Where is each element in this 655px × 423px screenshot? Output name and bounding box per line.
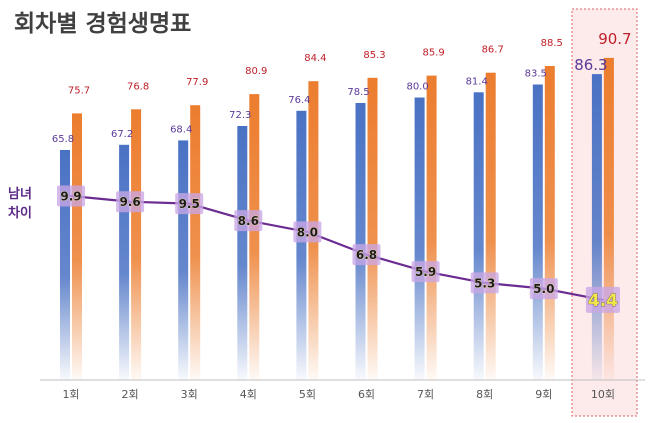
gap-data-label: 9.6 (119, 195, 140, 209)
data-label-female: 77.9 (186, 77, 208, 88)
gap-series-label-line2: 차이 (8, 205, 32, 221)
bar-female (544, 66, 555, 380)
x-tick-label: 4회 (240, 388, 257, 401)
data-label-male: 86.3 (574, 56, 607, 74)
x-tick-label: 3회 (181, 388, 198, 401)
gap-data-label: 9.5 (179, 197, 200, 211)
data-label-male: 67.2 (111, 129, 133, 140)
bar-female (367, 77, 378, 380)
bar-female (249, 94, 260, 380)
data-label-female: 88.5 (541, 38, 563, 49)
data-label-male: 83.5 (525, 69, 547, 80)
data-label-male: 65.8 (52, 134, 74, 145)
bar-male (532, 84, 543, 380)
bar-male (60, 150, 70, 380)
data-label-female: 80.9 (245, 66, 267, 77)
gap-data-label: 5.3 (474, 276, 495, 290)
x-tick-label: 5회 (299, 388, 316, 401)
bar-male (473, 92, 484, 381)
gap-label-box (175, 193, 204, 215)
gap-label-box (234, 210, 263, 232)
x-tick-label: 9회 (535, 388, 552, 401)
bar-male (237, 126, 248, 381)
data-label-female: 85.3 (363, 50, 385, 61)
data-label-female: 76.8 (127, 81, 149, 92)
gap-data-label: 6.8 (356, 248, 377, 262)
bar-female (72, 113, 82, 381)
x-tick-label: 7회 (417, 388, 434, 401)
bar-male (178, 140, 189, 380)
data-label-male: 76.4 (288, 95, 310, 106)
x-tick-label: 6회 (358, 388, 375, 401)
bar-female (131, 109, 142, 381)
chart-title: 회차별 경험생명표 (14, 11, 191, 37)
gap-data-label: 4.4 (588, 291, 618, 311)
gap-label-box (57, 185, 85, 207)
bar-male (591, 74, 602, 380)
gap-data-label: 8.0 (297, 225, 318, 239)
bar-male (296, 110, 307, 381)
gap-series-label-line1: 남녀 (8, 186, 32, 202)
bar-male (414, 97, 425, 380)
gap-data-label: 9.9 (60, 190, 81, 204)
data-label-female: 90.7 (598, 30, 631, 48)
gap-data-label: 5.9 (415, 265, 436, 279)
gap-data-label: 8.6 (238, 214, 259, 228)
gap-line (69, 194, 605, 301)
data-label-male: 80.0 (406, 82, 428, 93)
x-tick-label: 10회 (591, 388, 615, 401)
gap-label-box (470, 272, 499, 294)
x-tick-label: 2회 (122, 388, 139, 401)
data-label-female: 84.4 (304, 53, 326, 64)
data-label-female: 85.9 (422, 48, 444, 59)
x-tick-label: 8회 (476, 388, 493, 401)
data-label-male: 78.5 (347, 87, 369, 98)
data-label-female: 75.7 (68, 85, 90, 96)
bar-male (355, 103, 366, 380)
gap-label-box (293, 221, 322, 243)
bar-female (190, 105, 201, 380)
gap-label-box (529, 278, 558, 300)
data-label-male: 81.4 (466, 76, 488, 87)
bar-female (485, 72, 496, 380)
gap-label-box (585, 286, 620, 313)
data-label-female: 86.7 (482, 45, 504, 56)
bar-male (119, 144, 130, 380)
gap-label-box (352, 244, 381, 266)
gap-label-box (411, 261, 440, 283)
gap-data-label: 5.0 (533, 282, 554, 296)
bar-female (603, 57, 614, 381)
gap-label-box (116, 191, 145, 213)
data-label-male: 72.3 (229, 110, 251, 121)
bar-female (426, 75, 437, 380)
x-tick-label: 1회 (62, 388, 79, 401)
data-label-male: 68.4 (170, 124, 192, 135)
